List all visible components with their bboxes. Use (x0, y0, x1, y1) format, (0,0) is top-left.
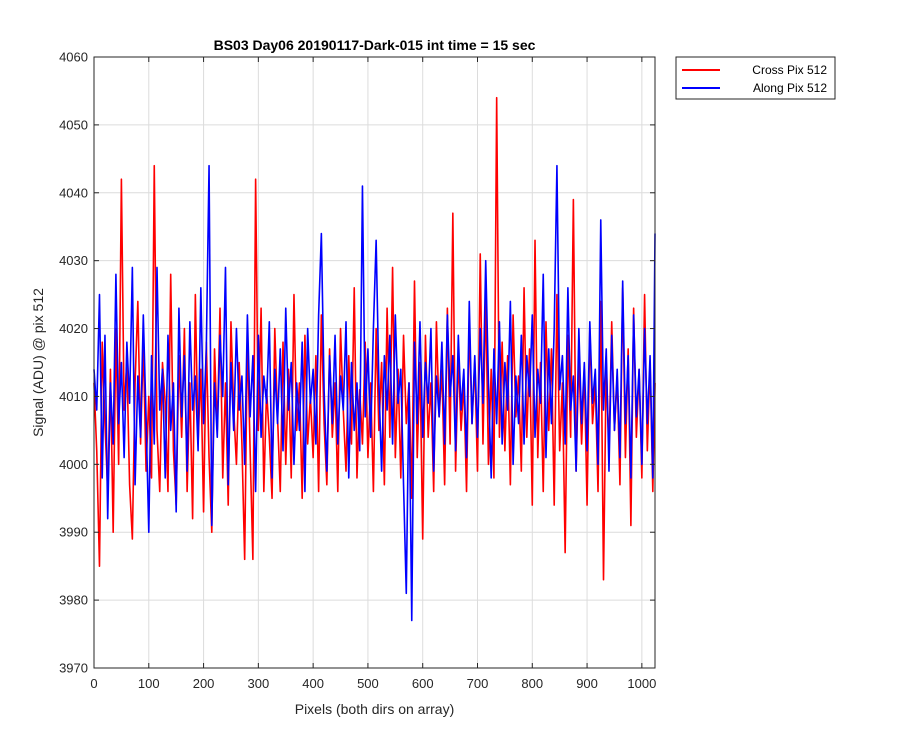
y-tick-label: 4030 (59, 253, 88, 268)
x-axis-label: Pixels (both dirs on array) (295, 701, 455, 717)
x-tick-label: 800 (521, 676, 543, 691)
y-tick-label: 3980 (59, 593, 88, 608)
plot-frame (93, 56, 656, 669)
x-tick-label: 300 (248, 676, 270, 691)
legend-label-along-pix-512: Along Pix 512 (753, 81, 827, 95)
legend-box (675, 56, 836, 100)
x-tick-label: 100 (138, 676, 160, 691)
legend: Cross Pix 512 Along Pix 512 (675, 56, 836, 100)
x-tick-label: 600 (412, 676, 434, 691)
x-tick-label: 0 (90, 676, 97, 691)
legend-label-cross-pix-512: Cross Pix 512 (752, 63, 827, 77)
y-tick-label: 3990 (59, 525, 88, 540)
x-tick-label: 700 (467, 676, 489, 691)
series-line-cross-pix-512 (93, 96, 656, 581)
y-tick-label: 4000 (59, 457, 88, 472)
series-line-along-pix-512 (93, 164, 656, 622)
y-tick-label: 4050 (59, 117, 88, 132)
y-tick-label: 4010 (59, 389, 88, 404)
x-tick-label: 500 (357, 676, 379, 691)
chart-title: BS03 Day06 20190117-Dark-015 int time = … (214, 37, 536, 53)
y-tick-label: 3970 (59, 661, 88, 676)
y-tick-label: 4020 (59, 321, 88, 336)
y-tick-label: 4060 (59, 50, 88, 65)
ticks: 0 100 200 300 400 500 600 700 800 900 1000 3970 3980… (59, 50, 656, 692)
x-tick-label: 200 (193, 676, 215, 691)
y-axis-label: Signal (ADU) @ pix 512 (30, 288, 46, 437)
series-layer (93, 96, 656, 622)
x-tick-label: 400 (302, 676, 324, 691)
x-tick-label: 900 (576, 676, 598, 691)
x-tick-label: 1000 (627, 676, 656, 691)
y-tick-label: 4040 (59, 185, 88, 200)
